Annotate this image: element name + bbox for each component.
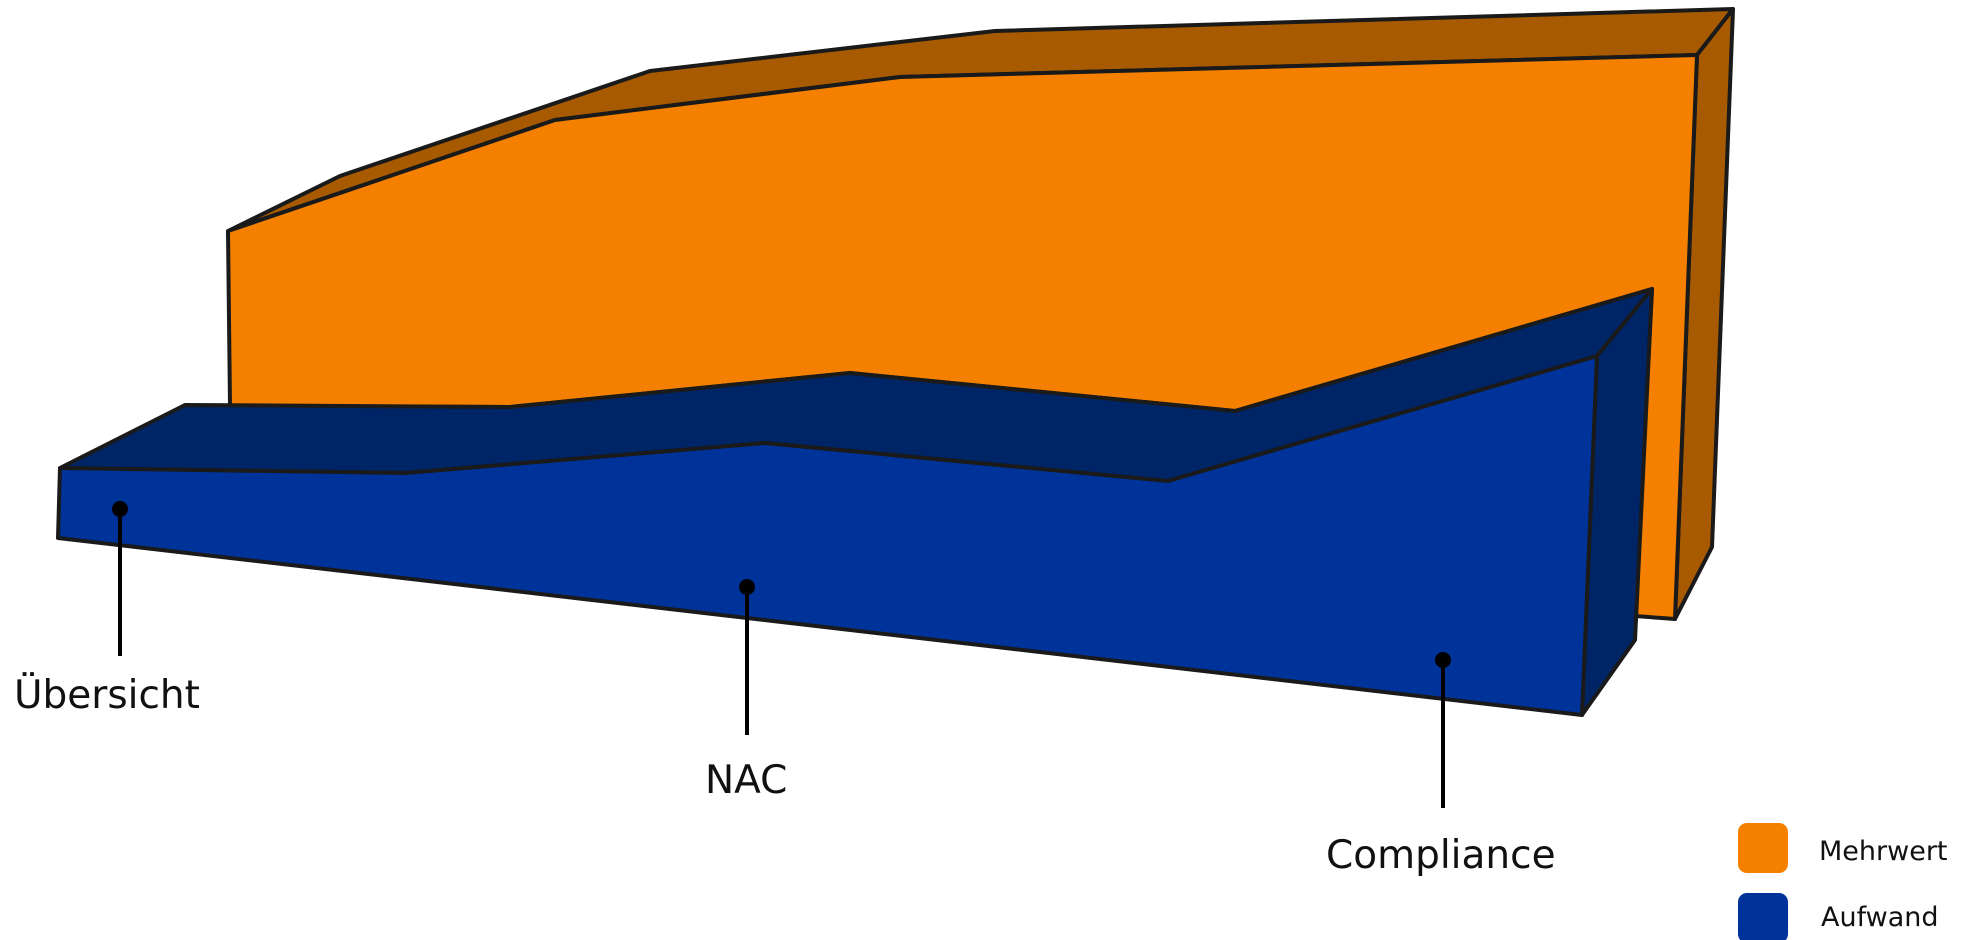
- callout-nac: NAC: [705, 579, 787, 803]
- callout-nac-dot: [739, 579, 755, 595]
- callout-nac-label: NAC: [705, 758, 787, 803]
- callout-compliance-label: Compliance: [1326, 833, 1556, 878]
- legend-label-mehrwert: Mehrwert: [1819, 836, 1948, 867]
- callout-uebersicht-dot: [112, 501, 128, 517]
- aufwand-front-face: [56, 354, 1599, 717]
- legend-swatch-mehrwert: [1738, 823, 1788, 873]
- legend-label-aufwand: Aufwand: [1821, 902, 1939, 933]
- callout-compliance-dot: [1435, 652, 1451, 668]
- callout-compliance: Compliance: [1326, 652, 1556, 878]
- callout-uebersicht: Übersicht: [14, 501, 200, 718]
- callout-uebersicht-label: Übersicht: [14, 672, 200, 718]
- legend: Mehrwert Aufwand: [1738, 823, 1948, 940]
- legend-swatch-aufwand: [1738, 893, 1788, 940]
